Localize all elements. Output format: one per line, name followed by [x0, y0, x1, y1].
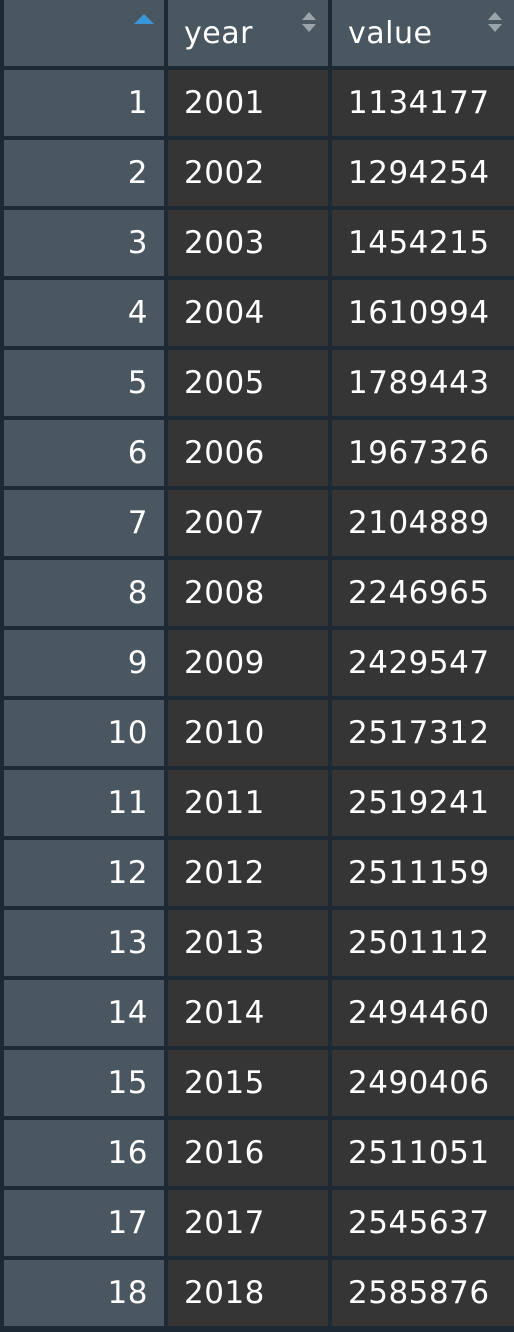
- row-index-cell: 2: [4, 140, 164, 206]
- row-index-cell: 3: [4, 210, 164, 276]
- row-index-cell: 16: [4, 1120, 164, 1186]
- header-index[interactable]: [4, 0, 164, 66]
- sort-up-icon: [302, 12, 316, 20]
- year-cell: 2006: [168, 420, 328, 486]
- row-index-cell: 8: [4, 560, 164, 626]
- value-cell: 1789443: [332, 350, 514, 416]
- sort-both-icon[interactable]: [302, 10, 316, 36]
- year-cell: 2001: [168, 70, 328, 136]
- year-cell: 2014: [168, 980, 328, 1046]
- sort-down-icon: [302, 24, 316, 32]
- value-cell: 2246965: [332, 560, 514, 626]
- year-cell: 2007: [168, 490, 328, 556]
- value-cell: 1454215: [332, 210, 514, 276]
- value-cell: 2490406: [332, 1050, 514, 1116]
- row-index-cell: 1: [4, 70, 164, 136]
- header-year-label: year: [184, 15, 253, 51]
- year-cell: 2005: [168, 350, 328, 416]
- year-cell: 2017: [168, 1190, 328, 1256]
- row-index-cell: 6: [4, 420, 164, 486]
- value-cell: 2511051: [332, 1120, 514, 1186]
- sort-down-icon: [488, 24, 502, 32]
- value-cell: 2494460: [332, 980, 514, 1046]
- year-cell: 2015: [168, 1050, 328, 1116]
- value-cell: 1610994: [332, 280, 514, 346]
- row-index-cell: 9: [4, 630, 164, 696]
- year-cell: 2004: [168, 280, 328, 346]
- row-index-cell: 15: [4, 1050, 164, 1116]
- year-cell: 2011: [168, 770, 328, 836]
- row-index-cell: 14: [4, 980, 164, 1046]
- value-cell: 1967326: [332, 420, 514, 486]
- value-cell: 1134177: [332, 70, 514, 136]
- row-index-cell: 5: [4, 350, 164, 416]
- sort-up-icon: [488, 12, 502, 20]
- row-index-cell: 10: [4, 700, 164, 766]
- year-cell: 2003: [168, 210, 328, 276]
- value-cell: 2517312: [332, 700, 514, 766]
- row-index-cell: 18: [4, 1260, 164, 1326]
- year-cell: 2009: [168, 630, 328, 696]
- row-index-cell: 4: [4, 280, 164, 346]
- year-cell: 2008: [168, 560, 328, 626]
- row-index-cell: 13: [4, 910, 164, 976]
- year-cell: 2012: [168, 840, 328, 906]
- row-index-cell: 11: [4, 770, 164, 836]
- year-cell: 2013: [168, 910, 328, 976]
- value-cell: 2501112: [332, 910, 514, 976]
- year-cell: 2018: [168, 1260, 328, 1326]
- header-year[interactable]: year: [168, 0, 328, 66]
- row-index-cell: 7: [4, 490, 164, 556]
- value-cell: 2104889: [332, 490, 514, 556]
- year-cell: 2010: [168, 700, 328, 766]
- value-cell: 2585876: [332, 1260, 514, 1326]
- header-value[interactable]: value: [332, 0, 514, 66]
- header-value-label: value: [348, 15, 433, 51]
- value-cell: 2511159: [332, 840, 514, 906]
- value-cell: 2545637: [332, 1190, 514, 1256]
- value-cell: 2519241: [332, 770, 514, 836]
- value-cell: 1294254: [332, 140, 514, 206]
- sort-ascending-icon[interactable]: [134, 14, 154, 24]
- year-cell: 2002: [168, 140, 328, 206]
- row-index-cell: 17: [4, 1190, 164, 1256]
- row-index-cell: 12: [4, 840, 164, 906]
- year-cell: 2016: [168, 1120, 328, 1186]
- value-cell: 2429547: [332, 630, 514, 696]
- sort-both-icon[interactable]: [488, 10, 502, 36]
